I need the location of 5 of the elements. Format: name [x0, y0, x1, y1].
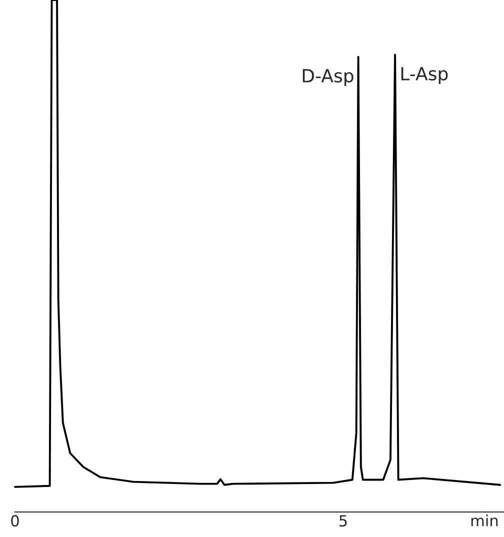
- x-tick-label: 5: [340, 515, 347, 527]
- x-axis-title: min: [471, 514, 498, 526]
- x-tick-label: 0: [11, 515, 19, 527]
- annotation: L-Asp: [401, 67, 448, 84]
- annotation: D-Asp: [302, 69, 354, 86]
